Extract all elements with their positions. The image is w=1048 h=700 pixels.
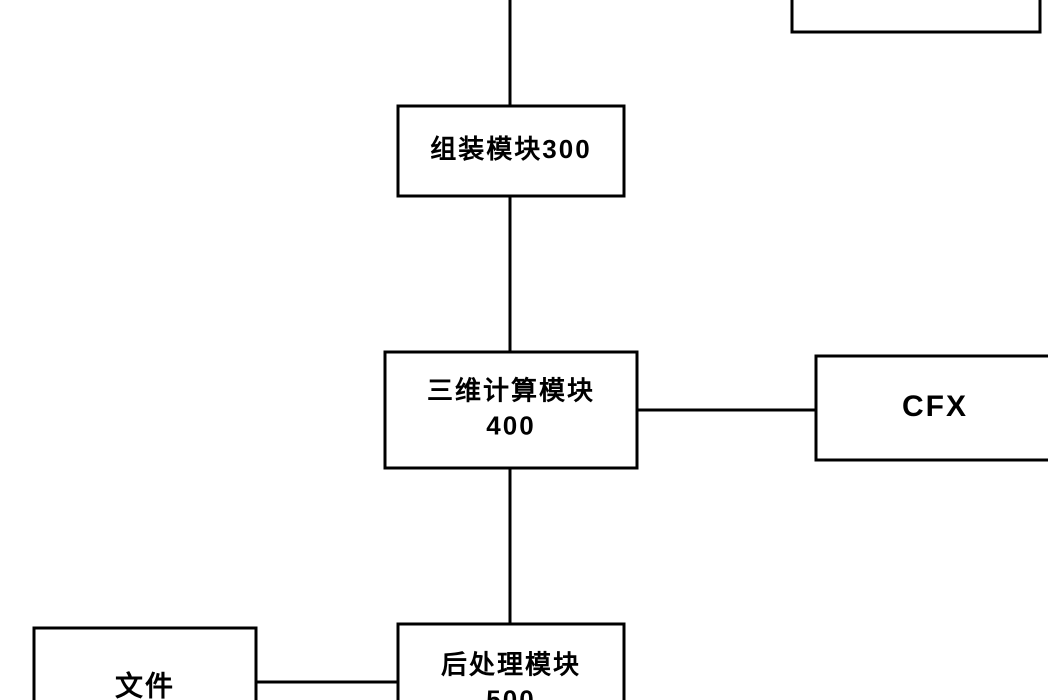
node-box-top-right-partial xyxy=(792,0,1040,32)
node-label-postproc-500-line1: 500 xyxy=(486,684,535,700)
node-postproc-500: 后处理模块 500 xyxy=(398,624,624,700)
node-top-right-partial xyxy=(792,0,1040,32)
node-file: 文件 xyxy=(34,628,256,700)
nodes-layer: 组装模块300 三维计算模块 400 CFX 后处理模块 500 文件 xyxy=(34,0,1048,700)
node-calc-3d-400: 三维计算模块 400 xyxy=(385,352,637,468)
node-label-cfx: CFX xyxy=(902,390,968,423)
edges-layer xyxy=(256,0,816,682)
node-cfx: CFX xyxy=(816,356,1048,460)
node-label-calc-3d-400-line0: 三维计算模块 xyxy=(427,375,595,405)
node-label-assembly-300: 组装模块300 xyxy=(430,134,591,164)
node-label-postproc-500-line0: 后处理模块 xyxy=(441,649,581,679)
node-label-file: 文件 xyxy=(115,669,175,700)
node-assembly-300: 组装模块300 xyxy=(398,106,624,196)
node-label-calc-3d-400-line1: 400 xyxy=(486,410,535,440)
